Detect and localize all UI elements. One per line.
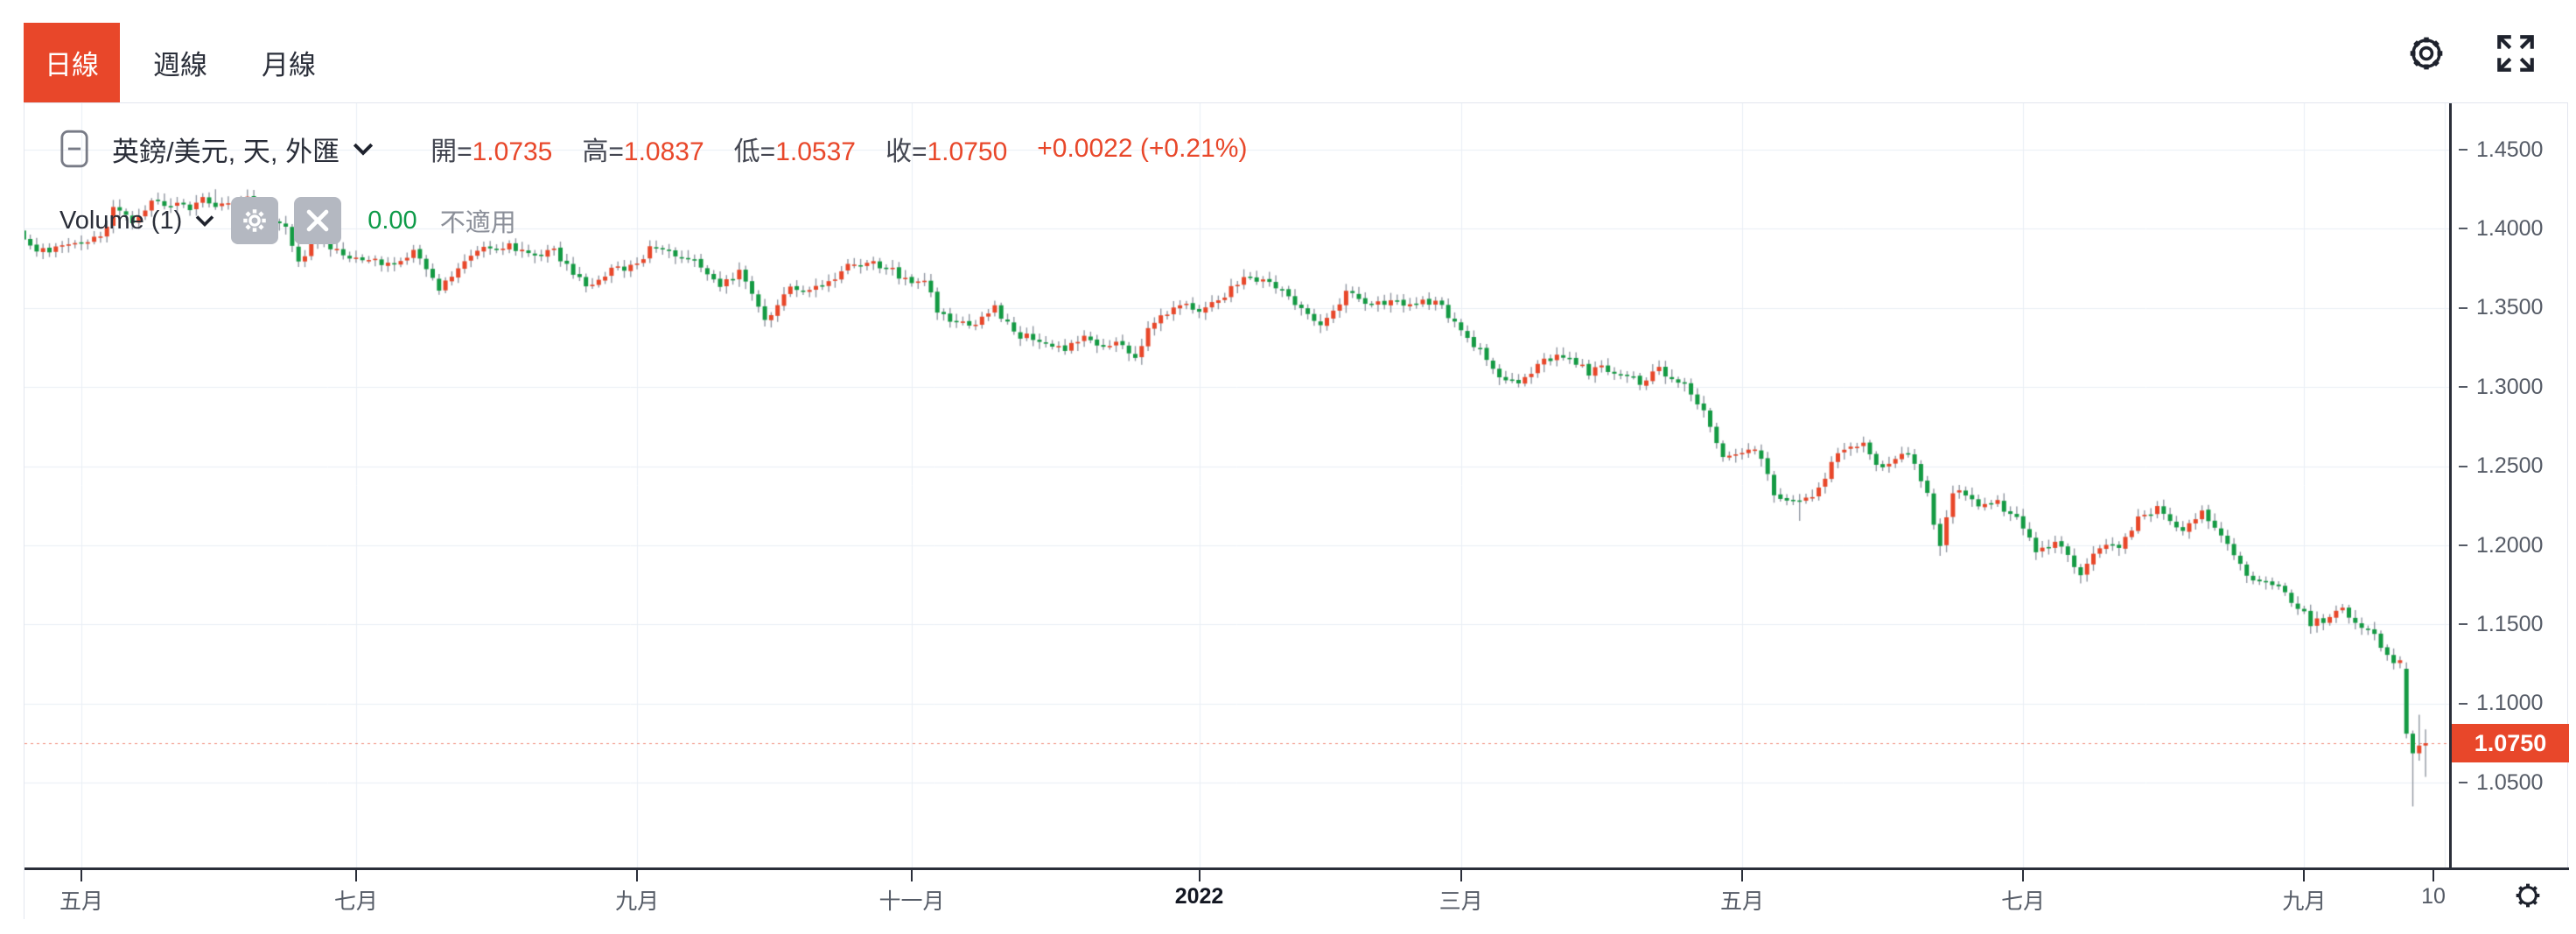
tab-monthly[interactable]: 月線 [262,50,316,81]
price-axis-tick [2459,465,2468,467]
symbol-title-label: 英鎊/美元, 天, 外匯 [112,136,340,167]
price-axis-label: 1.4500 [2459,137,2543,162]
indicator-name[interactable]: Volume (1) [60,206,183,235]
indicator-row: Volume (1) 0.00 不適用 [60,193,1247,249]
close-value: 1.0750 [927,137,1008,166]
chart-container: 英鎊/美元, 天, 外匯 開=1.0735 高=1.0837 低=1.0537 … [24,102,2569,920]
chart-legend: 英鎊/美元, 天, 外匯 開=1.0735 高=1.0837 低=1.0537 … [60,124,1247,249]
price-axis-label: 1.3500 [2459,295,2543,320]
time-axis-label: 九月 [615,889,660,914]
top-toolbar: 日線 週線 月線 [0,0,2576,102]
open-label: 開= [430,137,472,166]
symbol-title[interactable]: 英鎊/美元, 天, 外匯 [89,130,374,169]
low-value: 1.0537 [775,137,856,166]
time-axis-tick [2303,870,2306,881]
change-value: +0.0022 (+0.21%) [1037,134,1248,163]
time-axis-label: 十一月 [878,889,945,914]
time-axis-tick [354,870,357,881]
time-axis-label: 七月 [333,889,378,914]
price-axis-label: 1.3000 [2459,375,2543,399]
price-axis-tick [2459,702,2468,705]
fullscreen-icon[interactable] [2494,32,2538,75]
price-axis-label: 1.0500 [2459,770,2543,795]
price-axis-label: 1.1000 [2459,691,2543,716]
price-axis-tick [2459,228,2468,230]
price-axis-tick [2459,306,2468,309]
price-axis-tick [2459,544,2468,546]
high-value: 1.0837 [623,137,704,166]
time-axis-label: 五月 [59,889,103,914]
price-axis-label: 1.2000 [2459,533,2543,558]
time-axis-label: 10 [2421,884,2446,909]
time-axis-tick [2432,870,2434,881]
indicator-status: 不適用 [439,209,516,237]
time-axis[interactable]: 五月 七月 九月 十一月 2022 三月 五月 七月 九月 10 [24,870,2569,920]
price-axis-label: 1.1500 [2459,612,2543,636]
chevron-down-icon [194,213,215,228]
axis-settings-gear-icon[interactable] [2508,875,2548,916]
last-price-tag: 1.0750 [2452,724,2569,762]
settings-gear-icon[interactable] [2404,32,2448,75]
time-axis-tick [911,870,913,881]
price-axis-tick [2459,386,2468,389]
price-axis-label: 1.4000 [2459,216,2543,241]
time-axis-tick [1741,870,1743,881]
time-axis-tick [2022,870,2025,881]
time-axis-tick [636,870,639,881]
candlestick-plot[interactable] [24,103,2449,867]
high-label: 高= [582,137,624,166]
timeframe-tabs: 日線 週線 月線 [24,23,337,102]
time-axis-label: 2022 [1174,884,1224,909]
indicator-close-button[interactable] [294,197,342,244]
close-label: 收= [885,137,928,166]
tab-weekly[interactable]: 週線 [153,50,207,81]
price-axis-label: 1.2500 [2459,453,2543,479]
indicator-value: 0.00 [368,206,417,235]
time-axis-separator [24,867,2569,870]
time-axis-tick [1460,870,1462,881]
collapse-legend-icon[interactable] [60,129,89,169]
time-axis-label: 五月 [1719,889,1764,914]
low-label: 低= [733,137,776,166]
time-axis-tick [80,870,82,881]
price-axis-tick [2459,149,2468,151]
time-axis-tick [1198,870,1200,881]
ohlc-row: 開=1.0735 高=1.0837 低=1.0537 收=1.0750 +0.0… [430,130,1247,168]
price-axis-tick [2459,623,2468,626]
chevron-down-icon [352,140,374,158]
price-axis-separator [2449,103,2452,920]
time-axis-label: 七月 [2001,889,2046,914]
time-axis-label: 九月 [2282,889,2327,914]
time-axis-label: 三月 [1438,889,1483,914]
open-value: 1.0735 [472,137,553,166]
price-axis-tick [2459,782,2468,784]
tab-daily[interactable]: 日線 [24,23,120,102]
indicator-settings-button[interactable] [231,197,279,244]
